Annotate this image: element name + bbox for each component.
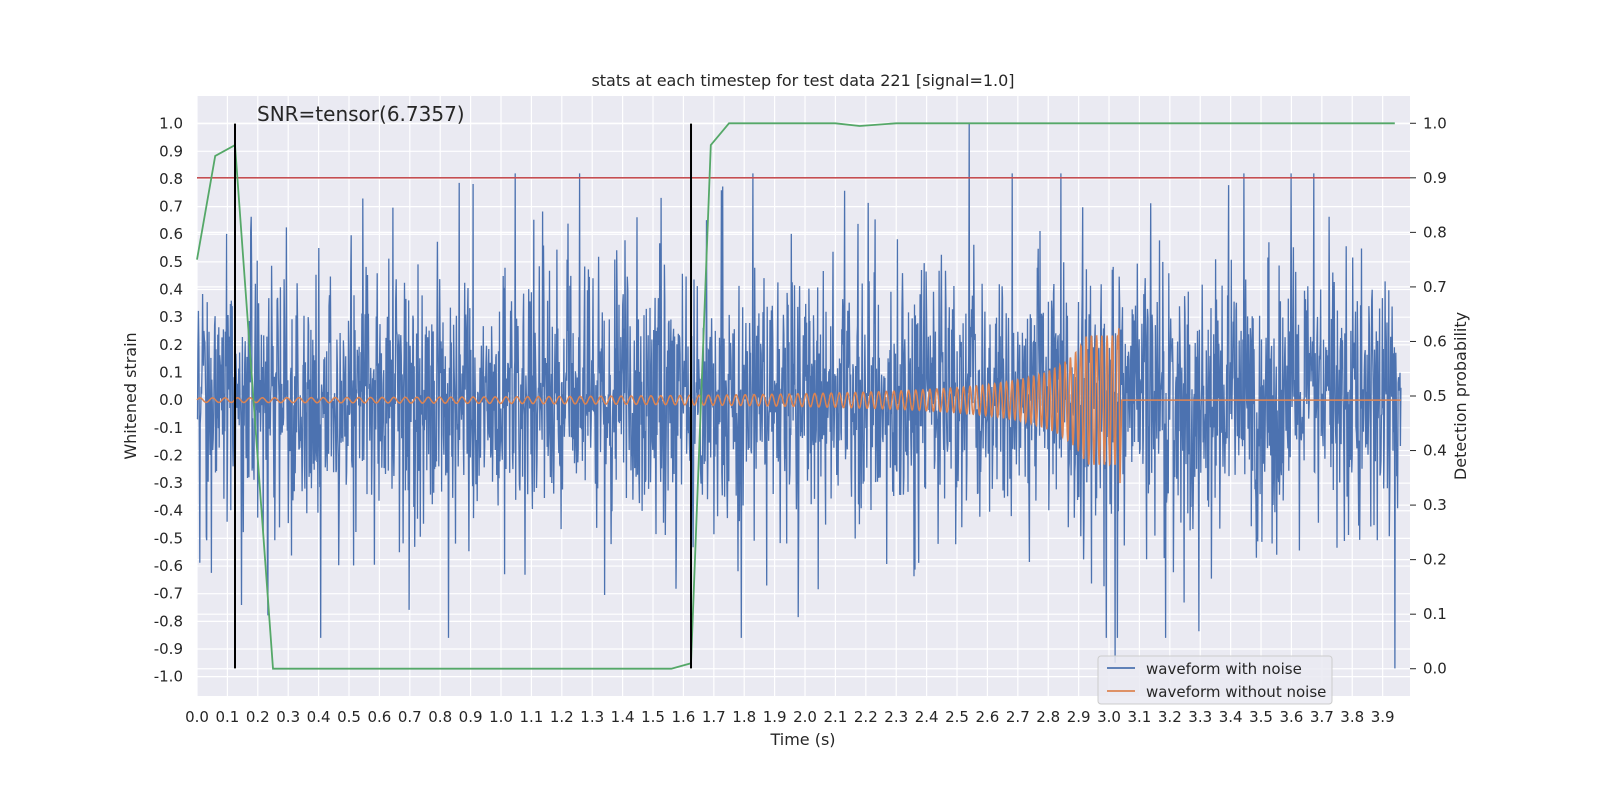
x-tick-label: 3.2: [1158, 708, 1182, 726]
waveform-with-noise-series: [196, 123, 1402, 669]
waveform-with-noise-line: [196, 123, 1402, 669]
x-tick-label: 0.4: [307, 708, 331, 726]
y-tick-label: 0.5: [159, 253, 183, 271]
y2-tick-label: 0.3: [1423, 496, 1447, 514]
x-tick-label: 2.8: [1036, 708, 1060, 726]
x-tick-label: 1.5: [641, 708, 665, 726]
y2-tick-label: 0.4: [1423, 442, 1447, 460]
y2-tick-label: 0.7: [1423, 278, 1447, 296]
waveform-without-noise-line: [196, 328, 1401, 484]
y2-tick-label: 0.8: [1423, 223, 1447, 241]
y-tick-label: 0.9: [159, 142, 183, 160]
legend-label-clean: waveform without noise: [1146, 683, 1326, 701]
y2-tick-label: 0.9: [1423, 169, 1447, 187]
y2-tick-labels: 1.0 0.9 0.8 0.7 0.6 0.5 0.4 0.3 0.2 0.1 0.0: [1410, 114, 1447, 678]
y-tick-label: 0.7: [159, 198, 183, 216]
x-tick-label: 0.5: [337, 708, 361, 726]
x-tick-label: 3.0: [1097, 708, 1121, 726]
y-tick-label: 0.3: [159, 308, 183, 326]
y-tick-label: -0.2: [154, 446, 183, 464]
y-tick-label: -0.5: [154, 529, 183, 547]
legend-box: [1097, 655, 1333, 705]
y-tick-label: -0.8: [154, 612, 183, 630]
detection-probability-line: [196, 122, 1395, 670]
y-tick-labels: 1.0 0.9 0.8 0.7 0.6 0.5 0.4 0.3 0.2 0.1 0.0 -0.1 -0.…: [154, 115, 183, 686]
y2-tick-label: 0.5: [1423, 387, 1447, 405]
y2-tick-label: 1.0: [1423, 114, 1447, 132]
vertical-markers: [234, 123, 693, 669]
x-tick-label: 1.8: [732, 708, 756, 726]
waveform-without-noise-series: [196, 328, 1401, 484]
y-tick-label: -1.0: [154, 668, 183, 686]
y2-tick-label: 0.6: [1423, 332, 1447, 350]
x-tick-label: 1.7: [702, 708, 726, 726]
x-tick-label: 2.5: [945, 708, 969, 726]
y2-tick-label: 0.0: [1423, 660, 1447, 678]
x-tick-label: 2.2: [854, 708, 878, 726]
x-tick-label: 2.1: [823, 708, 847, 726]
y-tick-label: -0.9: [154, 640, 183, 658]
x-tick-label: 2.7: [1006, 708, 1030, 726]
x-tick-label: 1.4: [611, 708, 635, 726]
y2-tick-label: 0.1: [1423, 605, 1447, 623]
x-tick-label: 3.9: [1371, 708, 1395, 726]
y2-axis-title: Detection probability: [1451, 312, 1470, 480]
x-tick-label: 1.3: [580, 708, 604, 726]
x-tick-labels: 0.0 0.1 0.2 0.3 0.4 0.5 0.6 0.7 0.8 0.9 1.0 1.1 1.2 1…: [185, 708, 1394, 726]
x-tick-label: 0.7: [398, 708, 422, 726]
x-tick-label: 3.1: [1128, 708, 1152, 726]
x-tick-label: 0.2: [246, 708, 270, 726]
x-tick-label: 2.3: [884, 708, 908, 726]
y-tick-label: 0.4: [159, 281, 183, 299]
y-tick-label: 0.0: [159, 391, 183, 409]
x-tick-label: 0.0: [185, 708, 209, 726]
x-tick-label: 1.6: [671, 708, 695, 726]
y-tick-label: -0.7: [154, 585, 183, 603]
x-tick-label: 3.7: [1310, 708, 1334, 726]
y2-tick-label: 0.2: [1423, 551, 1447, 569]
legend-label-noise: waveform with noise: [1146, 660, 1302, 678]
y-tick-label: 0.6: [159, 225, 183, 243]
x-tick-label: 0.8: [428, 708, 452, 726]
x-tick-label: 3.8: [1340, 708, 1364, 726]
snr-annotation: SNR=tensor(6.7357): [257, 102, 465, 126]
y-tick-label: -0.6: [154, 557, 183, 575]
x-axis-title: Time (s): [769, 730, 835, 749]
x-tick-label: 3.5: [1249, 708, 1273, 726]
y-tick-label: 1.0: [159, 115, 183, 133]
x-tick-label: 1.1: [519, 708, 543, 726]
x-tick-label: 3.3: [1188, 708, 1212, 726]
y-tick-label: 0.8: [159, 170, 183, 188]
x-tick-label: 2.4: [915, 708, 939, 726]
y-tick-label: -0.1: [154, 419, 183, 437]
x-tick-label: 0.6: [367, 708, 391, 726]
legend: waveform with noise waveform without noi…: [1097, 655, 1333, 705]
x-tick-label: 1.2: [550, 708, 574, 726]
x-tick-label: 1.0: [489, 708, 513, 726]
y-tick-label: 0.1: [159, 363, 183, 381]
x-tick-label: 3.4: [1219, 708, 1243, 726]
x-tick-label: 0.3: [276, 708, 300, 726]
x-tick-label: 2.6: [975, 708, 999, 726]
detection-probability-series: [196, 122, 1410, 670]
y-tick-label: 0.2: [159, 336, 183, 354]
x-tick-label: 3.6: [1280, 708, 1304, 726]
y-axis-title: Whitened strain: [121, 332, 140, 459]
x-tick-label: 2.0: [793, 708, 817, 726]
chart-title: stats at each timestep for test data 221…: [591, 71, 1014, 90]
x-tick-label: 0.9: [459, 708, 483, 726]
y-tick-label: -0.3: [154, 474, 183, 492]
x-tick-label: 0.1: [215, 708, 239, 726]
y-tick-label: -0.4: [154, 502, 183, 520]
x-tick-label: 2.9: [1067, 708, 1091, 726]
x-tick-label: 1.9: [763, 708, 787, 726]
